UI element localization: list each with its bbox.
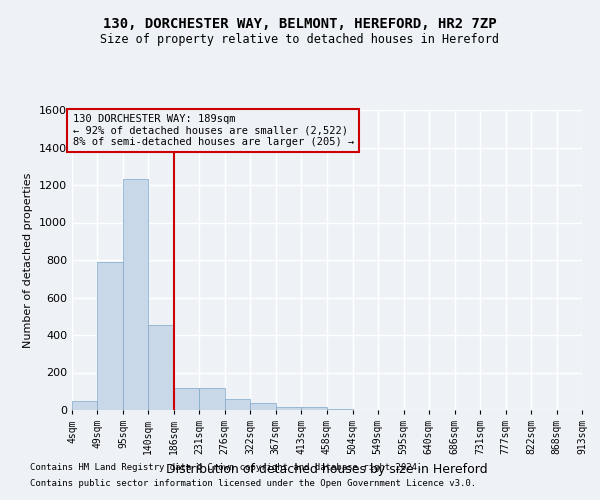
Bar: [327, 409, 353, 410]
Bar: [97, 262, 123, 410]
Bar: [199, 388, 224, 410]
X-axis label: Distribution of detached houses by size in Hereford: Distribution of detached houses by size …: [166, 462, 488, 475]
Text: Size of property relative to detached houses in Hereford: Size of property relative to detached ho…: [101, 32, 499, 46]
Text: Contains HM Land Registry data © Crown copyright and database right 2024.: Contains HM Land Registry data © Crown c…: [30, 464, 422, 472]
Bar: [224, 399, 250, 410]
Bar: [250, 403, 275, 410]
Text: 130 DORCHESTER WAY: 189sqm
← 92% of detached houses are smaller (2,522)
8% of se: 130 DORCHESTER WAY: 189sqm ← 92% of deta…: [73, 114, 354, 147]
Bar: [174, 388, 199, 410]
Text: Contains public sector information licensed under the Open Government Licence v3: Contains public sector information licen…: [30, 478, 476, 488]
Y-axis label: Number of detached properties: Number of detached properties: [23, 172, 34, 348]
Text: 130, DORCHESTER WAY, BELMONT, HEREFORD, HR2 7ZP: 130, DORCHESTER WAY, BELMONT, HEREFORD, …: [103, 18, 497, 32]
Bar: [72, 400, 97, 410]
Bar: [148, 324, 174, 410]
Bar: [275, 406, 301, 410]
Bar: [301, 406, 327, 410]
Bar: [123, 180, 148, 410]
